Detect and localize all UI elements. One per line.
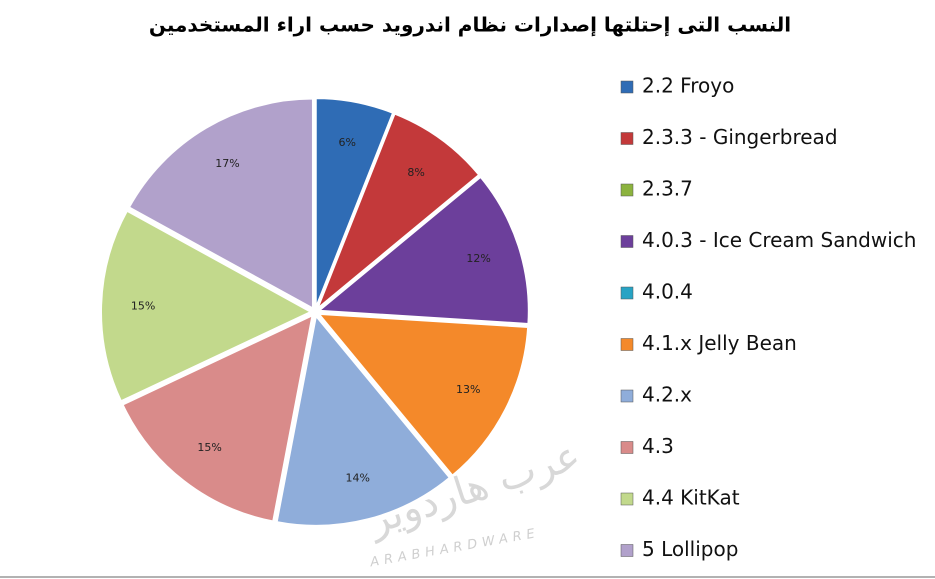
legend-swatch [620,132,634,145]
pie-slice [275,313,452,527]
data-label: 12% [466,252,490,265]
legend-label: 2.3.7 [642,177,693,201]
legend-label: 2.3.3 - Gingerbread [642,125,838,149]
legend-swatch [620,389,634,403]
pie-slice [100,209,314,403]
pie-slice [314,97,395,309]
legend-label: 4.0.4 [642,280,693,304]
data-label: 8% [407,166,424,179]
pie-slice [316,175,530,326]
legend-swatch [620,492,634,506]
pie-slice [316,112,481,310]
chart-title: النسب التى إحتلتها إصدارات نظام اندرويد … [149,13,791,37]
legend-swatch [620,286,634,300]
data-label: 17% [215,157,239,170]
pie-slice [121,313,314,523]
pie-slice [127,97,314,311]
legend-swatch [620,441,634,454]
legend-label: 4.4 KitKat [642,486,740,510]
pie-slice [316,312,530,478]
legend-label: 4.0.3 - Ice Cream Sandwich [642,228,916,252]
legend-swatch [620,338,634,351]
legend-swatch [620,235,634,248]
legend-swatch [620,183,634,197]
legend-label: 5 Lollipop [642,537,738,561]
data-label: 14% [346,472,370,485]
legend-label: 2.2 Froyo [642,74,734,98]
data-label: 13% [456,383,480,396]
legend-swatch [620,544,634,557]
data-label: 15% [197,441,221,454]
legend-label: 4.1.x Jelly Bean [642,331,797,355]
legend-label: 4.2.x [642,383,692,407]
data-label: 6% [339,136,356,149]
legend-swatch [620,80,634,94]
data-label: 15% [131,300,155,313]
legend-label: 4.3 [642,434,674,458]
